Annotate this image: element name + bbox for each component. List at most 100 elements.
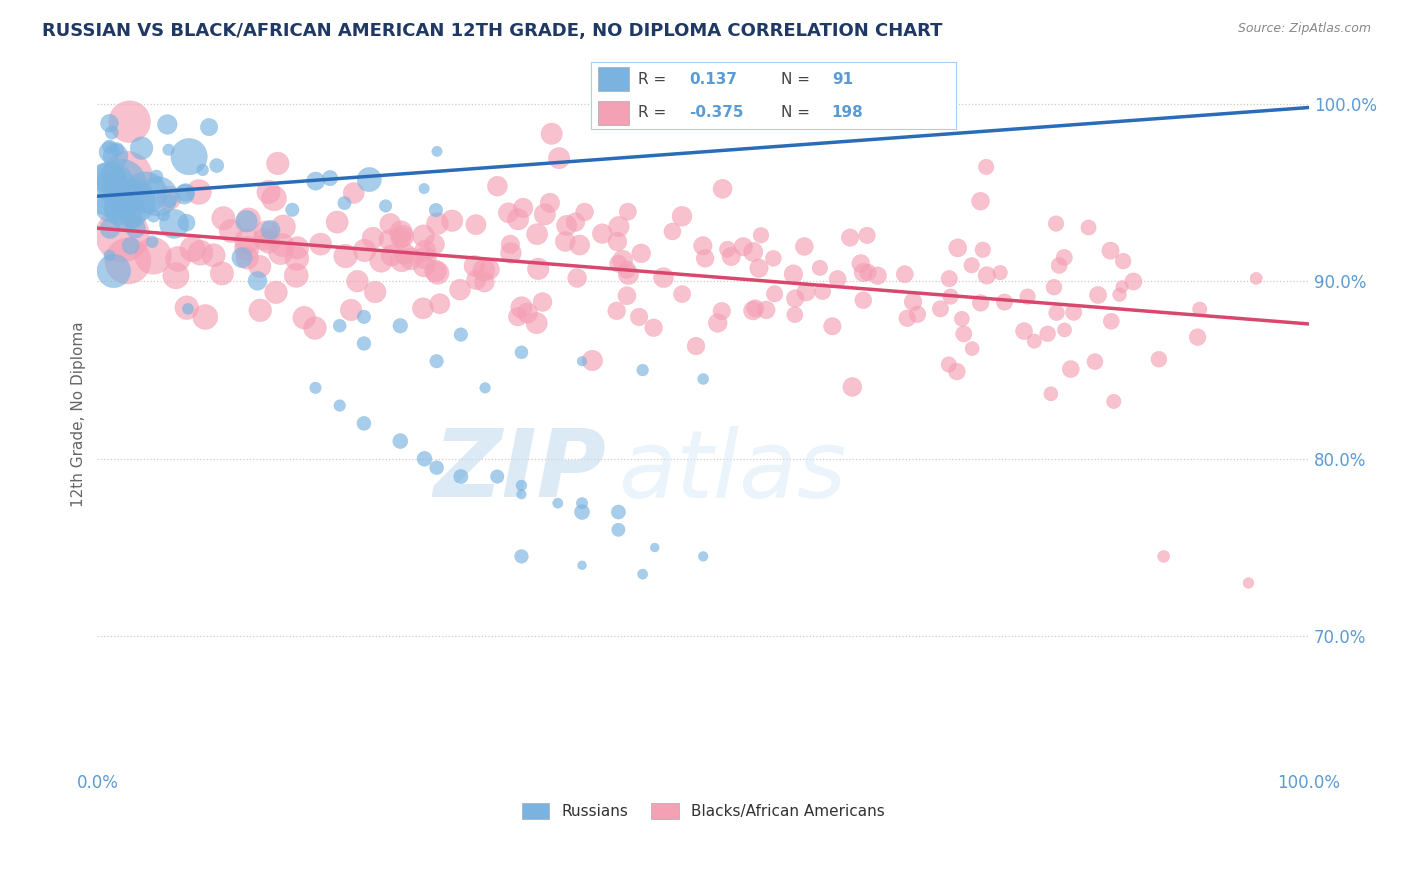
Point [142,209,165,223]
Point [671,209,693,223]
Point [211,267,233,281]
Point [499,246,522,260]
Point [131,141,153,155]
Text: Source: ZipAtlas.com: Source: ZipAtlas.com [1237,22,1371,36]
Point [374,199,396,213]
Point [122,194,145,209]
Point [145,169,167,184]
Point [389,318,412,333]
Point [1147,352,1170,367]
Point [174,186,197,200]
Point [1084,354,1107,368]
Point [249,260,271,274]
Point [423,237,446,252]
Point [896,311,918,326]
Point [98,201,121,215]
Point [571,496,593,510]
Point [304,321,326,335]
Point [555,219,578,233]
Point [425,264,447,278]
Point [464,218,486,232]
Point [165,268,187,283]
Point [508,212,530,227]
Point [474,275,496,289]
Point [510,487,533,501]
Point [946,365,969,379]
Point [115,209,138,223]
Point [1187,330,1209,344]
Point [692,372,714,386]
Point [177,150,200,164]
Point [748,261,770,276]
Point [527,261,550,276]
Point [253,232,276,246]
Point [163,217,186,231]
Text: atlas: atlas [619,425,846,516]
Point [1053,251,1076,265]
Point [533,207,555,221]
Point [441,213,464,227]
Point [450,327,472,342]
Point [907,307,929,321]
Point [510,478,533,492]
Point [960,258,983,272]
Point [156,118,179,132]
Point [463,259,485,273]
Point [98,221,121,235]
Point [568,238,591,252]
Point [98,169,121,184]
Point [353,336,375,351]
Point [111,228,134,243]
Point [236,251,259,265]
Point [478,262,501,277]
Point [617,204,640,219]
Point [104,149,127,163]
Point [1063,305,1085,319]
Point [711,182,734,196]
Point [671,287,693,301]
Point [498,206,520,220]
Point [856,228,879,243]
Point [98,248,121,262]
Point [720,250,742,264]
Point [115,169,138,184]
Point [499,237,522,252]
Point [1099,244,1122,258]
Point [472,263,495,277]
Point [993,295,1015,310]
Point [270,245,292,260]
Point [742,303,765,318]
Point [142,249,165,263]
Point [202,248,225,262]
Text: 0.137: 0.137 [689,71,737,87]
Point [652,270,675,285]
Point [607,505,630,519]
Point [1102,394,1125,409]
Point [159,194,181,208]
Point [839,230,862,244]
Point [486,179,509,194]
Point [612,253,634,268]
Point [510,301,533,315]
Point [378,233,401,247]
Text: N =: N = [780,71,810,87]
Point [1012,324,1035,338]
Point [110,199,132,213]
Point [972,243,994,257]
Point [413,181,436,195]
Point [510,549,533,564]
Point [429,297,451,311]
Point [426,266,449,280]
Point [607,523,630,537]
Point [631,567,654,582]
Point [98,116,121,130]
Point [1039,387,1062,401]
Point [391,253,413,268]
Point [710,304,733,318]
FancyBboxPatch shape [598,67,628,91]
Point [512,201,534,215]
Point [706,316,728,330]
Point [952,326,974,341]
Text: 91: 91 [832,71,853,87]
Point [571,505,593,519]
